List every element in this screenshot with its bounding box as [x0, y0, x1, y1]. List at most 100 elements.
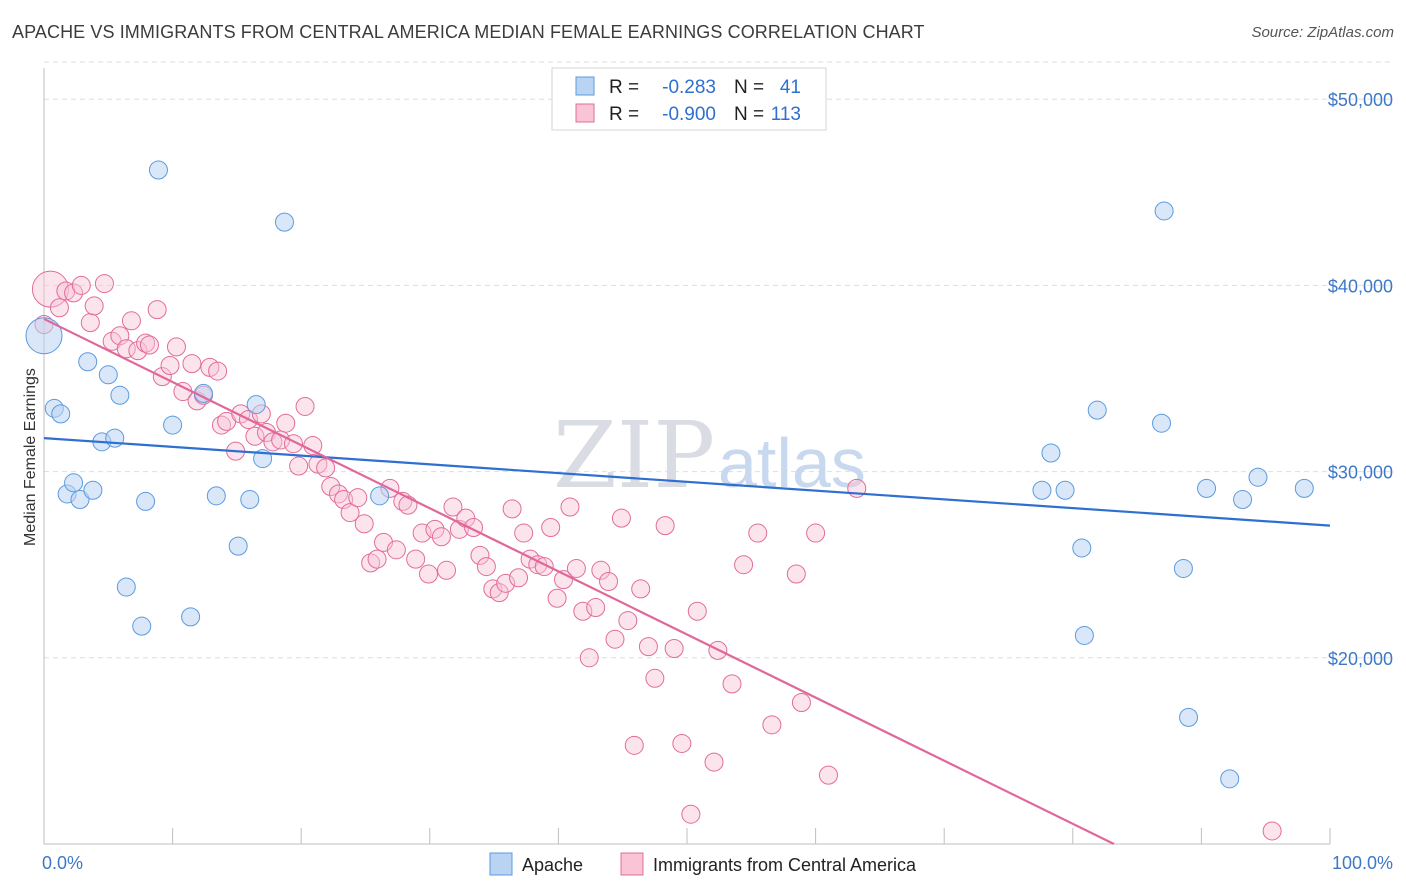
- apache-point: [116, 577, 136, 597]
- immigrants-point: [367, 549, 387, 569]
- immigrants-point: [605, 629, 625, 649]
- immigrants-point: [64, 283, 84, 303]
- y-tick-labels: $20,000 $30,000 $40,000 $50,000: [1328, 90, 1393, 669]
- immigrants-point: [618, 611, 638, 631]
- immigrants-point: [509, 568, 529, 588]
- apache-point: [83, 480, 103, 500]
- immigrants-point: [419, 564, 439, 584]
- immigrants-point: [406, 549, 426, 569]
- immigrants-point: [147, 300, 167, 320]
- immigrants-point: [211, 415, 231, 435]
- apache-point: [1154, 201, 1174, 221]
- series-legend-swatch-apache: [489, 852, 513, 876]
- correlation-legend: R = -0.283 N = 41 R = -0.900 N = 113: [551, 67, 827, 131]
- immigrants-point: [483, 579, 503, 599]
- apache-point: [1220, 769, 1240, 789]
- y-axis-label: Median Female Earnings: [22, 368, 39, 546]
- legend-n-value-apache: 41: [780, 77, 801, 98]
- immigrants-point: [166, 337, 186, 357]
- axes: [43, 68, 1331, 845]
- series-legend-label-apache: Apache: [522, 855, 583, 875]
- x-tick-label: 0.0%: [42, 853, 83, 873]
- immigrants-point: [806, 523, 826, 543]
- apache-point: [1041, 443, 1061, 463]
- immigrants-point: [476, 557, 496, 577]
- immigrants-point: [340, 503, 360, 523]
- immigrants-point: [160, 355, 180, 375]
- immigrants-point: [541, 517, 561, 537]
- apache-point: [51, 404, 71, 424]
- chart-title: APACHE VS IMMIGRANTS FROM CENTRAL AMERIC…: [12, 22, 925, 42]
- y-tick-label: $40,000: [1328, 276, 1393, 296]
- apache-point: [1179, 707, 1199, 727]
- apache-point: [1074, 625, 1094, 645]
- legend-n-value-immigrants: 113: [771, 104, 801, 125]
- immigrants-point: [672, 733, 692, 753]
- immigrants-point: [791, 692, 811, 712]
- legend-r-label-apache: R =: [609, 77, 639, 98]
- immigrants-point: [80, 313, 100, 333]
- immigrants-point: [591, 560, 611, 580]
- x-tick-label: 100.0%: [1332, 853, 1393, 873]
- apache-point: [78, 352, 98, 372]
- immigrants-point: [295, 396, 315, 416]
- trend-lines: [43, 317, 1331, 845]
- immigrants-point: [786, 564, 806, 584]
- apache-point: [181, 607, 201, 627]
- legend-n-label-immigrants: N =: [734, 104, 764, 125]
- immigrants-point: [638, 637, 658, 657]
- immigrants-point: [128, 341, 148, 361]
- apache-point: [1173, 558, 1193, 578]
- immigrants-point: [437, 560, 457, 580]
- immigrants-point: [586, 598, 606, 618]
- apache-point: [25, 317, 63, 355]
- immigrants-point: [734, 555, 754, 575]
- apache-point: [1233, 490, 1253, 510]
- immigrants-point: [655, 516, 675, 536]
- immigrants-point: [354, 514, 374, 534]
- immigrants-point: [208, 361, 228, 381]
- immigrants-point: [624, 735, 644, 755]
- immigrants-point: [560, 497, 580, 517]
- immigrants-point: [431, 527, 451, 547]
- immigrants-point: [631, 579, 651, 599]
- apache-point: [136, 491, 156, 511]
- immigrants-point: [49, 298, 69, 318]
- immigrants-point: [579, 648, 599, 668]
- series-legend-swatch-immigrants: [620, 852, 644, 876]
- immigrants-point: [496, 573, 516, 593]
- immigrants-point: [316, 458, 336, 478]
- immigrants-point: [386, 540, 406, 560]
- immigrants-point: [139, 335, 159, 355]
- immigrants-point: [704, 752, 724, 772]
- apache-point: [1072, 538, 1092, 558]
- legend-r-value-immigrants: -0.900: [662, 104, 716, 125]
- source-credit: Source: ZipAtlas.com: [1251, 24, 1394, 41]
- apache-point: [64, 473, 84, 493]
- legend-swatch-apache: [575, 76, 595, 96]
- apache-trend-line: [43, 437, 1331, 527]
- immigrants-point: [681, 804, 701, 824]
- apache-point: [370, 486, 390, 506]
- apache-point: [98, 365, 118, 385]
- apache-point: [1032, 480, 1052, 500]
- legend-box: [551, 67, 827, 131]
- immigrants-point: [1262, 821, 1282, 841]
- immigrants-point: [514, 523, 534, 543]
- immigrants-point: [645, 668, 665, 688]
- y-tick-label: $50,000: [1328, 90, 1393, 110]
- immigrants-point: [116, 339, 136, 359]
- immigrants-point: [321, 477, 341, 497]
- apache-point: [1055, 480, 1075, 500]
- immigrants-point: [348, 488, 368, 508]
- immigrants-point: [182, 354, 202, 374]
- legend-r-label-immigrants: R =: [609, 104, 639, 125]
- apache-point: [132, 616, 152, 636]
- immigrants-point: [470, 545, 490, 565]
- immigrants-point: [664, 639, 684, 658]
- immigrants-point: [443, 497, 463, 517]
- immigrants-point: [425, 519, 445, 539]
- immigrants-point: [489, 583, 509, 603]
- scatter-points: [25, 160, 1314, 841]
